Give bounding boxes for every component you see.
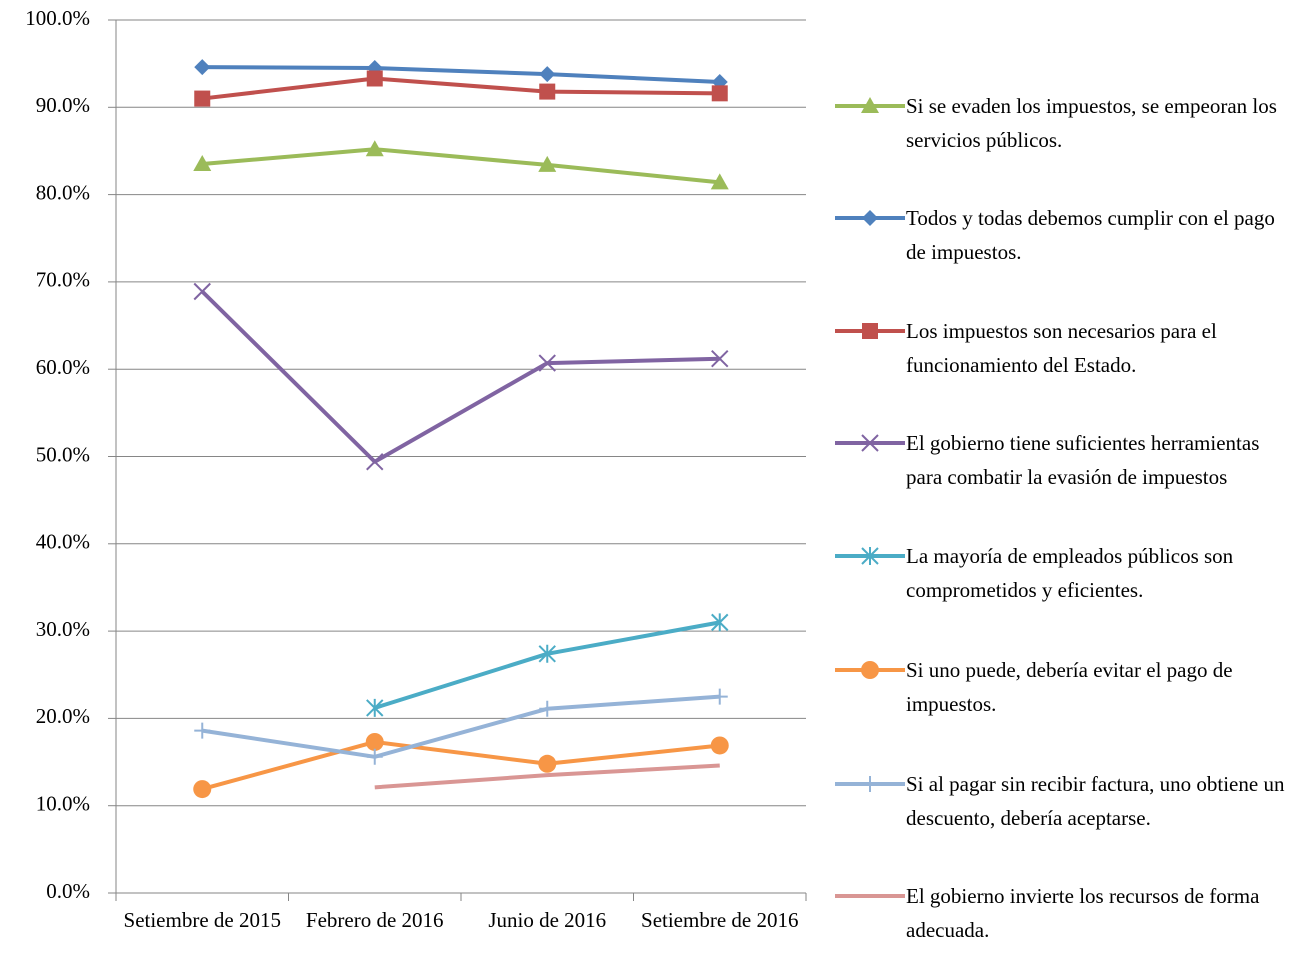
line	[374, 620, 721, 710]
x-tick-label: Junio de 2016	[488, 908, 607, 932]
series	[194, 688, 728, 765]
y-tick-label: 0.0%	[46, 879, 90, 903]
y-tick-label: 60.0%	[36, 355, 90, 379]
legend-marker	[861, 547, 879, 565]
y-tick-label: 10.0%	[36, 792, 90, 816]
legend-marker	[861, 661, 879, 679]
y-tick-label: 70.0%	[36, 268, 90, 292]
x-tick-label: Setiembre de 2015	[123, 908, 281, 932]
marker	[365, 140, 384, 157]
legend-label: Si uno puede, debería evitar el pago de …	[906, 658, 1233, 716]
marker	[711, 85, 728, 102]
line	[202, 147, 720, 185]
series	[366, 613, 729, 717]
marker	[193, 780, 212, 799]
y-tick-label: 90.0%	[36, 93, 90, 117]
marker	[366, 698, 384, 717]
legend-marker	[862, 323, 878, 339]
marker	[366, 70, 383, 87]
marker	[365, 732, 384, 751]
legend-marker	[861, 434, 879, 452]
series	[193, 732, 729, 799]
marker	[194, 59, 211, 76]
legend-marker	[862, 776, 878, 792]
y-tick-label: 20.0%	[36, 704, 90, 728]
legend-marker	[861, 97, 879, 113]
legend-label: Todos y todas debemos cumplir con el pag…	[906, 206, 1275, 264]
marker	[366, 748, 383, 765]
marker	[538, 354, 556, 372]
legend-label: El gobierno invierte los recursos de for…	[906, 884, 1260, 942]
marker	[539, 66, 556, 83]
marker	[193, 155, 212, 172]
y-tick-label: 30.0%	[36, 617, 90, 641]
legend-label: El gobierno tiene suficientes herramient…	[906, 431, 1260, 489]
marker	[539, 83, 556, 100]
marker	[711, 613, 729, 632]
legend-label: La mayoría de empleados públicos son com…	[906, 544, 1234, 602]
y-tick-label: 50.0%	[36, 442, 90, 466]
series	[194, 70, 728, 107]
marker	[539, 700, 556, 717]
marker	[366, 453, 384, 471]
y-tick-label: 80.0%	[36, 180, 90, 204]
marker	[711, 350, 729, 368]
series	[193, 140, 729, 190]
marker	[194, 90, 211, 107]
line	[202, 76, 720, 101]
legend-label: Los impuestos son necesarios para el fun…	[906, 319, 1217, 377]
marker	[194, 722, 211, 739]
legend-label: Si se evaden los impuestos, se empeoran …	[906, 94, 1277, 152]
line	[201, 694, 720, 759]
legend-marker	[862, 210, 878, 226]
x-tick-label: Febrero de 2016	[305, 908, 444, 932]
line	[202, 65, 720, 84]
marker	[538, 644, 556, 663]
marker	[193, 282, 211, 301]
legend-label: Si al pagar sin recibir factura, uno obt…	[906, 772, 1285, 830]
x-tick-label: Setiembre de 2016	[641, 908, 799, 932]
series	[193, 282, 729, 471]
marker	[711, 688, 728, 705]
series	[374, 763, 720, 790]
marker	[710, 173, 729, 190]
line	[200, 290, 720, 464]
line	[201, 739, 720, 792]
marker	[538, 754, 557, 773]
marker	[538, 155, 557, 172]
marker	[710, 736, 729, 755]
y-tick-label: 100.0%	[25, 6, 90, 30]
line	[374, 763, 720, 790]
y-tick-label: 40.0%	[36, 530, 90, 554]
